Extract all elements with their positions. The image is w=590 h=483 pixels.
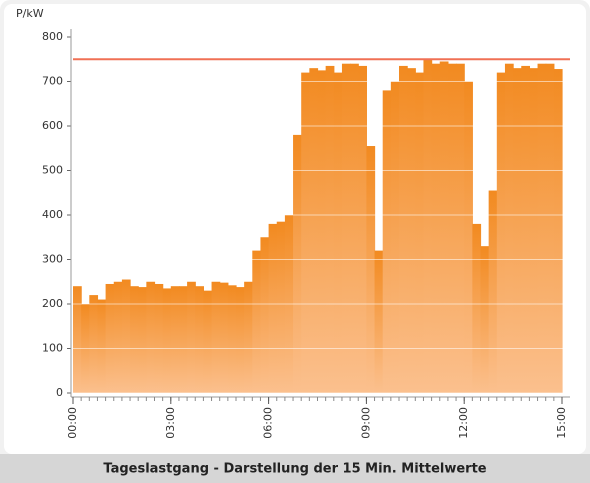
area-step [358, 65, 367, 394]
area-step [309, 68, 319, 394]
area-step [366, 146, 376, 393]
area-step [415, 72, 425, 393]
area-step [341, 63, 351, 393]
y-tick-label: 300 [42, 253, 63, 266]
caption-bar [0, 454, 590, 483]
area-step [121, 279, 131, 393]
area-step [105, 283, 115, 393]
area-step [407, 68, 416, 394]
area-step [382, 90, 392, 394]
area-step [350, 63, 359, 393]
y-tick-label: 0 [56, 386, 63, 399]
area-step [447, 63, 457, 393]
x-tick-label: 00:00 [66, 407, 79, 439]
x-tick-label: 15:00 [555, 407, 568, 439]
area-step [456, 63, 465, 393]
y-tick-label: 800 [42, 30, 63, 43]
area-step [146, 281, 156, 393]
x-tick-label: 12:00 [457, 407, 470, 439]
area-step [187, 281, 196, 393]
area-step [276, 221, 286, 393]
area-step [113, 281, 123, 393]
area-step [162, 288, 172, 393]
area-step [301, 72, 310, 393]
area-step [211, 281, 221, 393]
caption: Tageslastgang - Darstellung der 15 Min. … [103, 462, 486, 477]
y-tick-label: 600 [42, 119, 63, 132]
y-tick-label: 100 [42, 342, 63, 355]
area-step [317, 70, 327, 393]
x-tick-label: 03:00 [164, 407, 177, 439]
area-step [178, 286, 188, 393]
area-step [154, 283, 164, 393]
plot: 0 100 200 300 400 500 600 700 800 00:00 03:00 06:00… [42, 29, 570, 439]
y-tick-label: 400 [42, 208, 63, 221]
area-step [236, 287, 245, 393]
area-step [439, 61, 449, 393]
area-step [170, 286, 180, 393]
area-step [431, 63, 441, 393]
area-step [73, 286, 82, 393]
y-tick-label: 200 [42, 297, 63, 310]
area-step [374, 250, 384, 393]
area-step [521, 65, 530, 394]
area-step [89, 295, 99, 393]
area-step [480, 246, 490, 393]
area-step [97, 299, 107, 393]
area-step [529, 68, 539, 394]
area-step [545, 63, 555, 393]
y-tick-label: 700 [42, 75, 63, 88]
area-step [390, 81, 400, 393]
area-step [195, 286, 204, 393]
area-step [496, 72, 506, 393]
area-step [252, 250, 262, 393]
area-step [325, 65, 335, 394]
area-step [138, 287, 147, 393]
area-step [203, 290, 213, 393]
area-step [504, 63, 514, 393]
area-step [488, 190, 498, 393]
area-step [219, 282, 229, 393]
area-step [399, 65, 408, 394]
area-step [244, 281, 253, 393]
y-tick-label: 500 [42, 164, 63, 177]
y-axis-label: P/kW [16, 7, 44, 20]
area-step [423, 59, 433, 393]
area-step [130, 286, 139, 393]
area-step [553, 69, 563, 393]
area-step [260, 237, 270, 393]
area-step [293, 134, 302, 393]
area-step [464, 81, 473, 393]
area-step [333, 72, 343, 393]
area-step [472, 223, 482, 393]
area-step [537, 63, 547, 393]
x-tick-label: 09:00 [359, 407, 372, 439]
area-step [268, 223, 278, 393]
x-tick-label: 06:00 [262, 407, 275, 439]
area-step [227, 285, 237, 393]
area-step [513, 68, 522, 394]
